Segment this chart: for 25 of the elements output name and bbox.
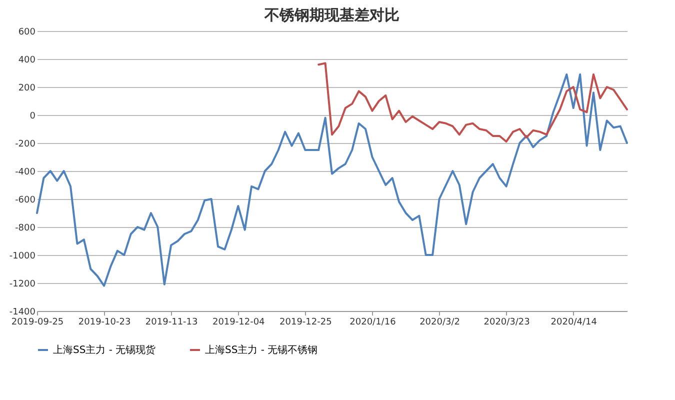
y-tick-label: -1400	[9, 308, 36, 318]
x-tick-label: 2019-12-25	[280, 318, 332, 328]
y-tick-label: 600	[18, 28, 36, 38]
y-tick-label: -400	[15, 168, 36, 178]
y-tick-label: 200	[18, 84, 36, 94]
x-tick-label: 2020/3/2	[420, 318, 460, 328]
x-tick-label: 2020/3/23	[484, 318, 530, 328]
y-tick-label: 400	[18, 56, 36, 66]
x-tick-label: 2019-10-23	[78, 318, 131, 328]
x-tick-label: 2019-11-13	[145, 318, 198, 328]
y-tick-label: -600	[15, 196, 36, 206]
y-tick-label: -1200	[9, 280, 36, 290]
x-tick-label: 2020/4/14	[550, 318, 598, 328]
x-tick-label: 2019-12-04	[212, 318, 266, 328]
y-tick-label: 0	[30, 112, 36, 122]
chart-title: 不锈钢期现基差对比	[264, 6, 400, 24]
y-tick-label: -800	[15, 224, 36, 234]
y-tick-label: -200	[15, 140, 36, 150]
x-tick-label: 2019-09-25	[11, 318, 64, 328]
legend-label: 上海SS主力 - 无锡不锈钢	[205, 344, 318, 356]
line-series	[318, 62, 628, 143]
y-tick-label: -1000	[9, 252, 36, 262]
line-series	[36, 73, 628, 287]
legend-label: 上海SS主力 - 无锡现货	[53, 344, 156, 356]
x-tick-label: 2020/1/16	[350, 318, 396, 328]
